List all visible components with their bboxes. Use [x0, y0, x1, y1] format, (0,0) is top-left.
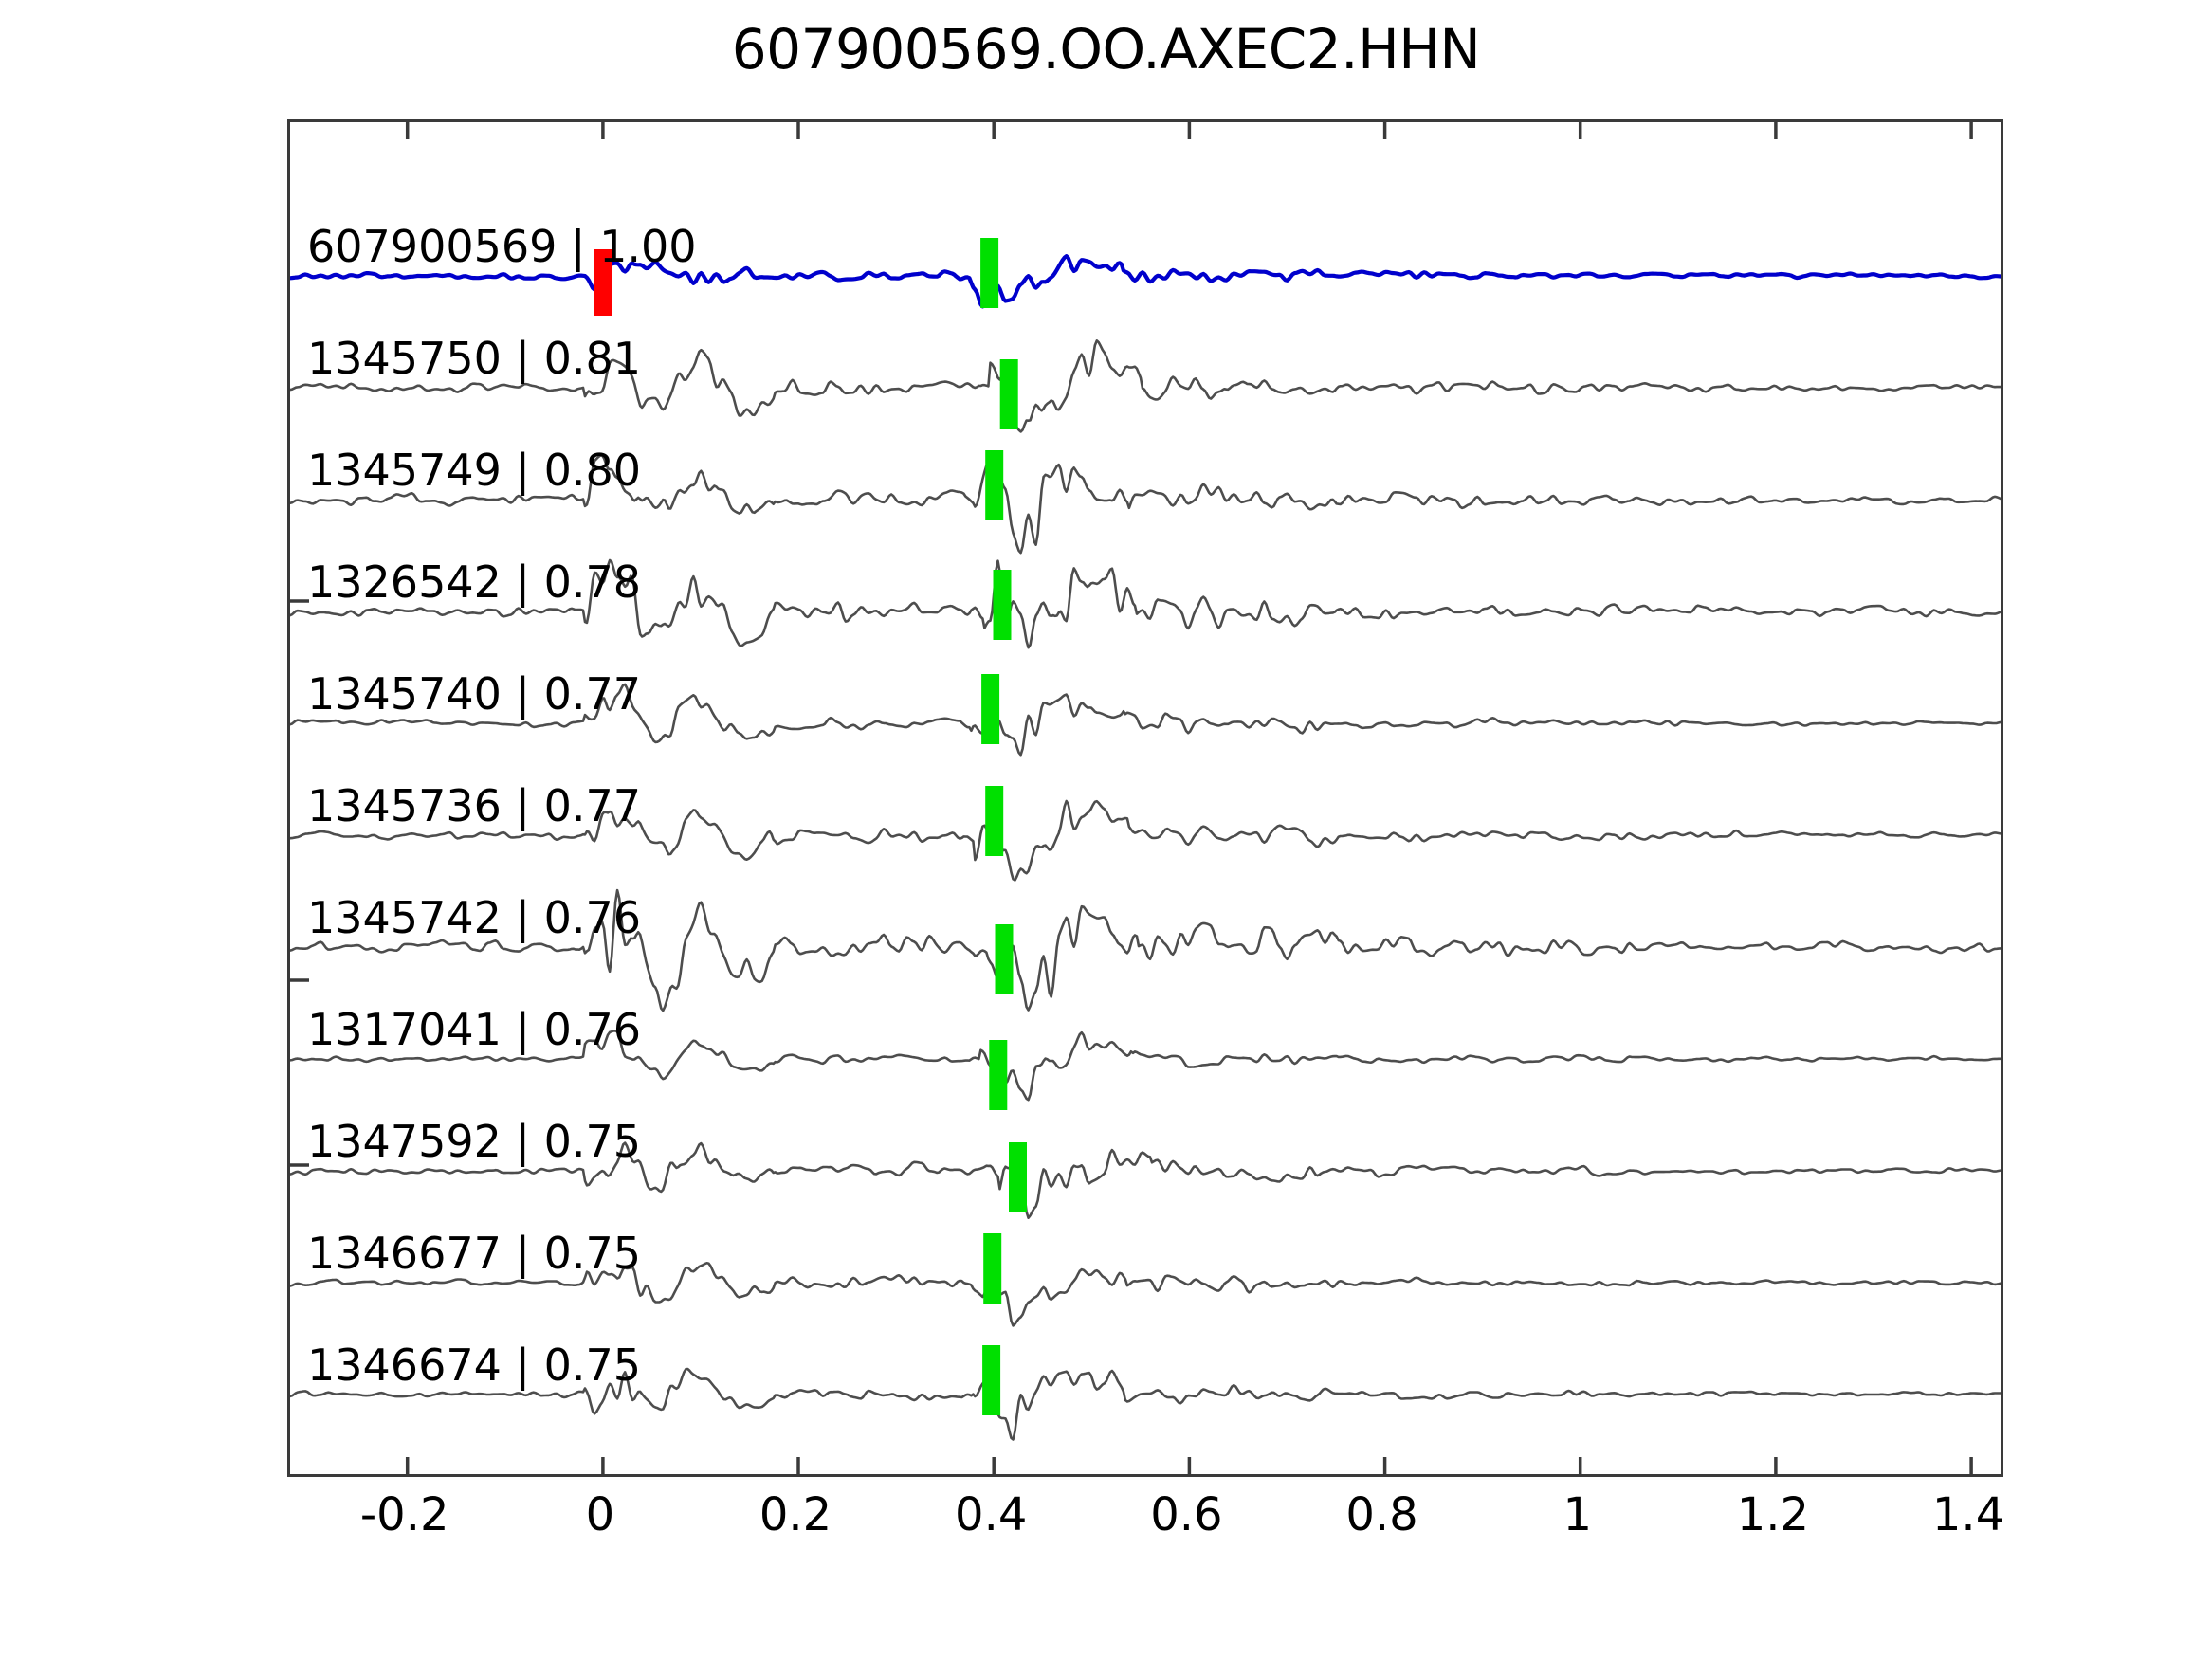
waveform-path [290, 454, 2001, 555]
axis-ticks [290, 122, 1973, 1474]
waveform-trace-1317041 [290, 1030, 2001, 1110]
waveform-path [290, 1367, 2001, 1441]
pick-marker-green [985, 450, 1004, 520]
template-marker-red [594, 249, 612, 316]
waveform-path [290, 799, 2001, 882]
x-tick-label-neg0p2: -0.2 [359, 1488, 449, 1541]
x-tick-label-1p4: 1.4 [1931, 1488, 2005, 1541]
pick-marker-green [983, 1233, 1002, 1304]
pick-marker-green [989, 1040, 1008, 1110]
x-tick-label-1: 1 [1563, 1488, 1592, 1541]
waveform-trace-1346677 [290, 1233, 2001, 1327]
pick-marker-green [980, 238, 999, 308]
pick-marker-green [1009, 1142, 1027, 1212]
pick-marker-green [999, 359, 1018, 429]
pick-marker-green [995, 924, 1014, 994]
waveform-path [290, 254, 2001, 309]
pick-marker-green [981, 674, 1000, 744]
page-title: 607900569.OO.AXEC2.HHN [731, 17, 1481, 82]
waveform-trace-1345742 [290, 888, 2001, 1012]
x-tick-label-1p2: 1.2 [1736, 1488, 1810, 1541]
waveform-path [290, 683, 2001, 757]
waveform-trace-1345749 [290, 450, 2001, 555]
waveform-trace-1345740 [290, 674, 2001, 757]
waveform-path [290, 1262, 2001, 1327]
waveform-svg [290, 122, 2001, 1474]
x-axis-tick-labels: -0.2 0 0.2 0.4 0.6 0.8 1 1.2 1.4 [287, 1488, 2005, 1564]
x-tick-label-0p4: 0.4 [955, 1488, 1028, 1541]
pick-marker-green [982, 1345, 1001, 1415]
x-tick-label-0p8: 0.8 [1345, 1488, 1418, 1541]
waveform-trace-1345750 [290, 339, 2001, 433]
waveform-path [290, 1141, 2001, 1219]
waveform-path [290, 558, 2001, 649]
x-tick-label-0: 0 [585, 1488, 615, 1541]
pick-marker-green [985, 786, 1004, 856]
x-tick-label-0p2: 0.2 [759, 1488, 832, 1541]
waveform-trace-607900569 [290, 238, 2001, 316]
waveform-trace-1347592 [290, 1141, 2001, 1219]
waveform-trace-1345736 [290, 786, 2001, 882]
x-tick-label-0p6: 0.6 [1150, 1488, 1223, 1541]
waveform-trace-1326542 [290, 558, 2001, 649]
waveform-plot-area: 607900569 | 1.00 1345750 | 0.81 1345749 | … [287, 119, 2003, 1477]
waveform-path [290, 888, 2001, 1012]
pick-marker-green [993, 570, 1012, 640]
waveform-trace-1346674 [290, 1345, 2001, 1441]
waveform-path [290, 339, 2001, 433]
waveform-path [290, 1030, 2001, 1102]
